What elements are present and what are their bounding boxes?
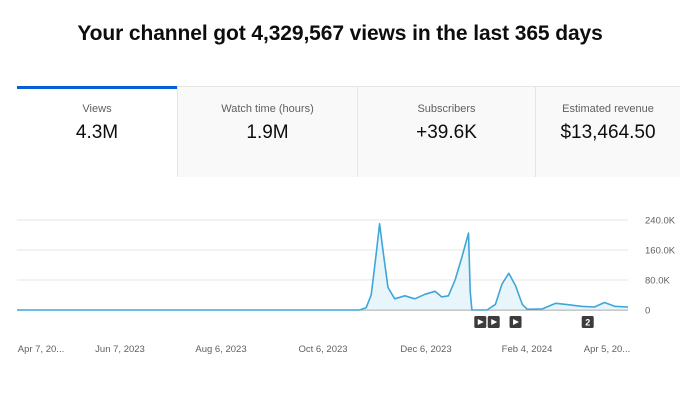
tab-estimated-revenue-label: Estimated revenue (562, 103, 654, 115)
tab-estimated-revenue-value: $13,464.50 (560, 122, 656, 143)
x-tick-label: Apr 5, 20... (584, 344, 630, 355)
series-area (17, 223, 628, 310)
y-tick-label: 80.0K (645, 276, 670, 287)
play-icon (491, 319, 498, 325)
x-tick-label: Apr 7, 20... (18, 344, 64, 355)
tab-watch-time-value: 1.9M (246, 122, 289, 143)
video-marker-count-badge[interactable]: 2 (581, 316, 594, 328)
x-tick-label: Jun 7, 2023 (95, 344, 145, 355)
x-tick-label: Oct 6, 2023 (298, 344, 347, 355)
marker-count: 2 (585, 318, 590, 328)
video-marker-play-icon[interactable] (509, 316, 522, 328)
tab-subscribers-label: Subscribers (417, 103, 476, 115)
page-headline: Your channel got 4,329,567 views in the … (77, 22, 603, 45)
y-tick-label: 240.0K (645, 216, 676, 227)
video-marker-play-icon[interactable] (487, 316, 500, 328)
series-line (17, 223, 629, 311)
y-tick-label: 160.0K (645, 246, 676, 257)
tab-views-label: Views (82, 103, 112, 115)
video-marker-play-icon[interactable] (474, 316, 487, 328)
x-tick-label: Feb 4, 2024 (502, 344, 553, 355)
tab-watch-time[interactable]: Watch time (hours) 1.9M (177, 87, 357, 177)
marker-box (581, 316, 594, 328)
x-tick-label: Dec 6, 2023 (400, 344, 451, 355)
tab-estimated-revenue[interactable]: Estimated revenue $13,464.50 (535, 87, 680, 177)
tab-watch-time-label: Watch time (hours) (221, 103, 314, 115)
play-icon (477, 319, 484, 325)
tab-views[interactable]: Views 4.3M (17, 86, 177, 176)
tab-subscribers[interactable]: Subscribers +39.6K (357, 87, 535, 177)
tab-views-value: 4.3M (75, 122, 119, 143)
tab-subscribers-value: +39.6K (416, 122, 477, 143)
views-chart[interactable]: 240.0K 160.0K 80.0K 0 Apr 7, 20... Jun 7, 202… (0, 200, 680, 370)
metric-tabs: Views 4.3M Watch time (hours) 1.9M Subsc… (17, 86, 680, 177)
play-icon (513, 319, 520, 325)
y-tick-label: 0 (645, 306, 650, 317)
x-tick-label: Aug 6, 2023 (195, 344, 246, 355)
